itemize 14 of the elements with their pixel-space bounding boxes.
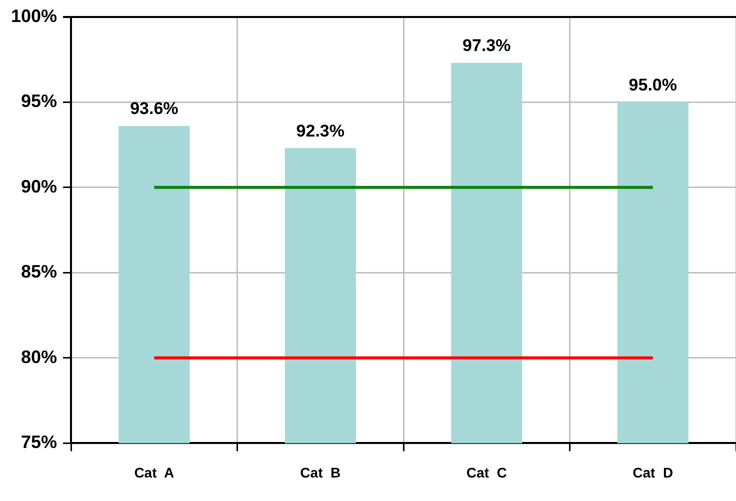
x-tick-label: Cat A bbox=[134, 464, 174, 480]
y-tick-label: 100% bbox=[10, 6, 58, 26]
data-label: 95.0% bbox=[628, 75, 677, 94]
x-tick-label: Cat D bbox=[632, 464, 674, 480]
x-tick-label: Cat B bbox=[300, 464, 341, 480]
data-label: 97.3% bbox=[462, 36, 511, 56]
y-tick-label: 85% bbox=[21, 262, 58, 282]
y-tick-label: 75% bbox=[21, 432, 58, 452]
y-tick-label: 95% bbox=[21, 91, 58, 112]
y-tick-label: 80% bbox=[21, 346, 58, 367]
x-tick-label: Cat C bbox=[466, 464, 507, 480]
y-tick-label: 90% bbox=[21, 176, 58, 196]
data-label: 92.3% bbox=[296, 121, 344, 140]
data-label: 93.6% bbox=[130, 99, 178, 118]
